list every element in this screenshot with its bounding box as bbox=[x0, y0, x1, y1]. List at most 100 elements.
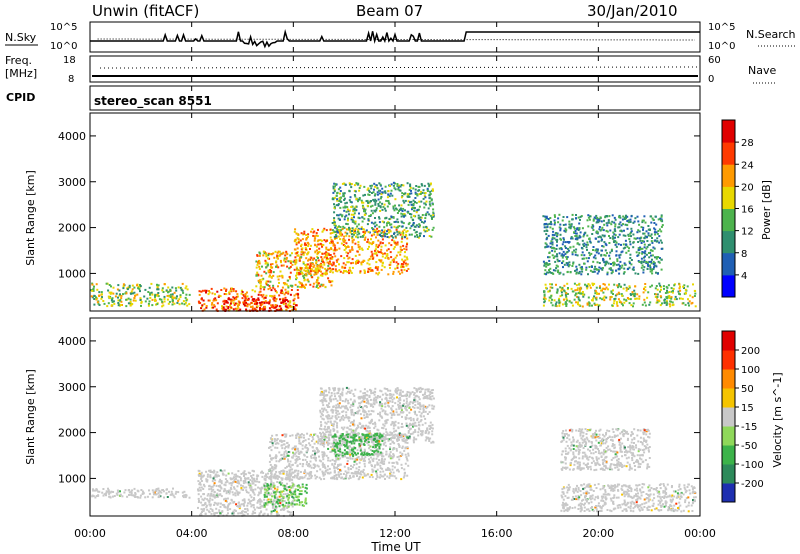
velocity-cell bbox=[213, 504, 216, 506]
velocity-blob-3 bbox=[319, 386, 436, 444]
power-cell bbox=[262, 309, 265, 312]
power-cell bbox=[426, 187, 429, 190]
power-cell bbox=[609, 257, 611, 260]
velocity-cell bbox=[260, 505, 263, 508]
velocity-cell bbox=[314, 465, 317, 468]
power-cell bbox=[555, 305, 558, 308]
power-cell bbox=[633, 289, 636, 292]
velocity-cell bbox=[105, 490, 108, 493]
power-cell bbox=[306, 253, 309, 256]
velocity-cell bbox=[271, 439, 274, 442]
power-cell bbox=[691, 296, 694, 299]
power-cell bbox=[406, 193, 409, 196]
velocity-cell bbox=[229, 508, 232, 511]
velocity-cell bbox=[398, 455, 401, 458]
power-cell bbox=[372, 222, 375, 225]
power-cell bbox=[380, 245, 383, 248]
power-cell bbox=[299, 282, 302, 285]
power-cell bbox=[562, 237, 565, 240]
velocity-cell bbox=[383, 424, 386, 427]
velocity-cell bbox=[228, 490, 231, 493]
power-cell bbox=[279, 253, 282, 256]
power-cell bbox=[592, 225, 595, 228]
power-cell bbox=[351, 266, 354, 269]
power-cell bbox=[334, 233, 337, 236]
power-cell bbox=[398, 231, 401, 233]
power-cell bbox=[652, 260, 655, 263]
velocity-cell bbox=[352, 475, 355, 478]
power-cell bbox=[396, 218, 399, 221]
power-cell bbox=[270, 263, 272, 266]
power-cell bbox=[369, 200, 372, 203]
power-cell bbox=[335, 237, 338, 240]
velocity-cell bbox=[391, 468, 394, 471]
velocity-cell bbox=[168, 490, 170, 493]
velocity-cell bbox=[278, 471, 281, 473]
power-cell bbox=[274, 250, 277, 253]
power-cell bbox=[356, 236, 359, 239]
power-cell bbox=[404, 209, 406, 212]
power-cell bbox=[307, 271, 310, 274]
power-cell bbox=[332, 268, 335, 271]
power-cell bbox=[404, 199, 407, 202]
power-cell bbox=[327, 264, 330, 267]
power-cell bbox=[572, 290, 575, 293]
power-cell bbox=[356, 230, 359, 233]
power-cell bbox=[289, 265, 292, 268]
power-cell bbox=[556, 265, 559, 268]
power-cell bbox=[213, 299, 216, 302]
power-cell bbox=[364, 232, 366, 234]
velocity-cell bbox=[315, 456, 317, 459]
power-cell bbox=[111, 301, 114, 303]
velocity-cell bbox=[281, 447, 284, 450]
power-cell bbox=[432, 226, 435, 229]
power-cell bbox=[260, 307, 263, 310]
velocity-cell bbox=[160, 491, 163, 494]
power-cell bbox=[584, 231, 587, 234]
power-cell bbox=[259, 304, 262, 306]
power-cell bbox=[421, 214, 424, 216]
velocity-cell bbox=[240, 487, 243, 489]
velocity-cell bbox=[288, 470, 291, 473]
velocity-cell bbox=[276, 481, 279, 483]
velocity-cell bbox=[281, 440, 284, 443]
power-cell bbox=[575, 217, 577, 220]
velocity-cell bbox=[264, 475, 267, 478]
power-cell bbox=[659, 284, 662, 287]
noise-tick-bottom-right: 10^0 bbox=[708, 41, 735, 52]
velocity-cell bbox=[314, 477, 317, 480]
power-cell bbox=[295, 276, 298, 279]
scale-segment bbox=[722, 252, 735, 276]
velocity-cell bbox=[354, 457, 357, 460]
power-cell bbox=[641, 251, 644, 253]
velocity-cell bbox=[236, 493, 239, 496]
velocity-cell bbox=[197, 493, 200, 496]
power-cell bbox=[407, 211, 410, 214]
velocity-cell bbox=[402, 435, 405, 438]
power-cell bbox=[383, 207, 386, 210]
power-cell bbox=[660, 225, 663, 228]
power-cell bbox=[355, 262, 357, 265]
power-cell bbox=[317, 228, 319, 231]
power-cell bbox=[585, 243, 588, 246]
velocity-cell bbox=[246, 507, 249, 510]
power-cell bbox=[298, 281, 301, 284]
power-cell bbox=[428, 235, 431, 237]
velocity-cell bbox=[226, 507, 229, 510]
power-cell bbox=[188, 303, 191, 306]
power-cell bbox=[312, 258, 314, 261]
power-cell bbox=[336, 192, 339, 195]
power-cell bbox=[582, 293, 585, 296]
power-cell bbox=[329, 263, 332, 266]
power-cell bbox=[330, 239, 333, 241]
power-cell bbox=[328, 280, 331, 283]
power-cell bbox=[556, 238, 559, 241]
power-cell bbox=[670, 290, 673, 293]
power-cell bbox=[348, 238, 350, 241]
velocity-cell bbox=[244, 508, 247, 510]
power-cell bbox=[345, 246, 348, 249]
velocity-cell bbox=[348, 432, 351, 435]
power-cell bbox=[340, 229, 343, 232]
velocity-cell bbox=[211, 498, 214, 501]
velocity-cell bbox=[431, 389, 434, 391]
